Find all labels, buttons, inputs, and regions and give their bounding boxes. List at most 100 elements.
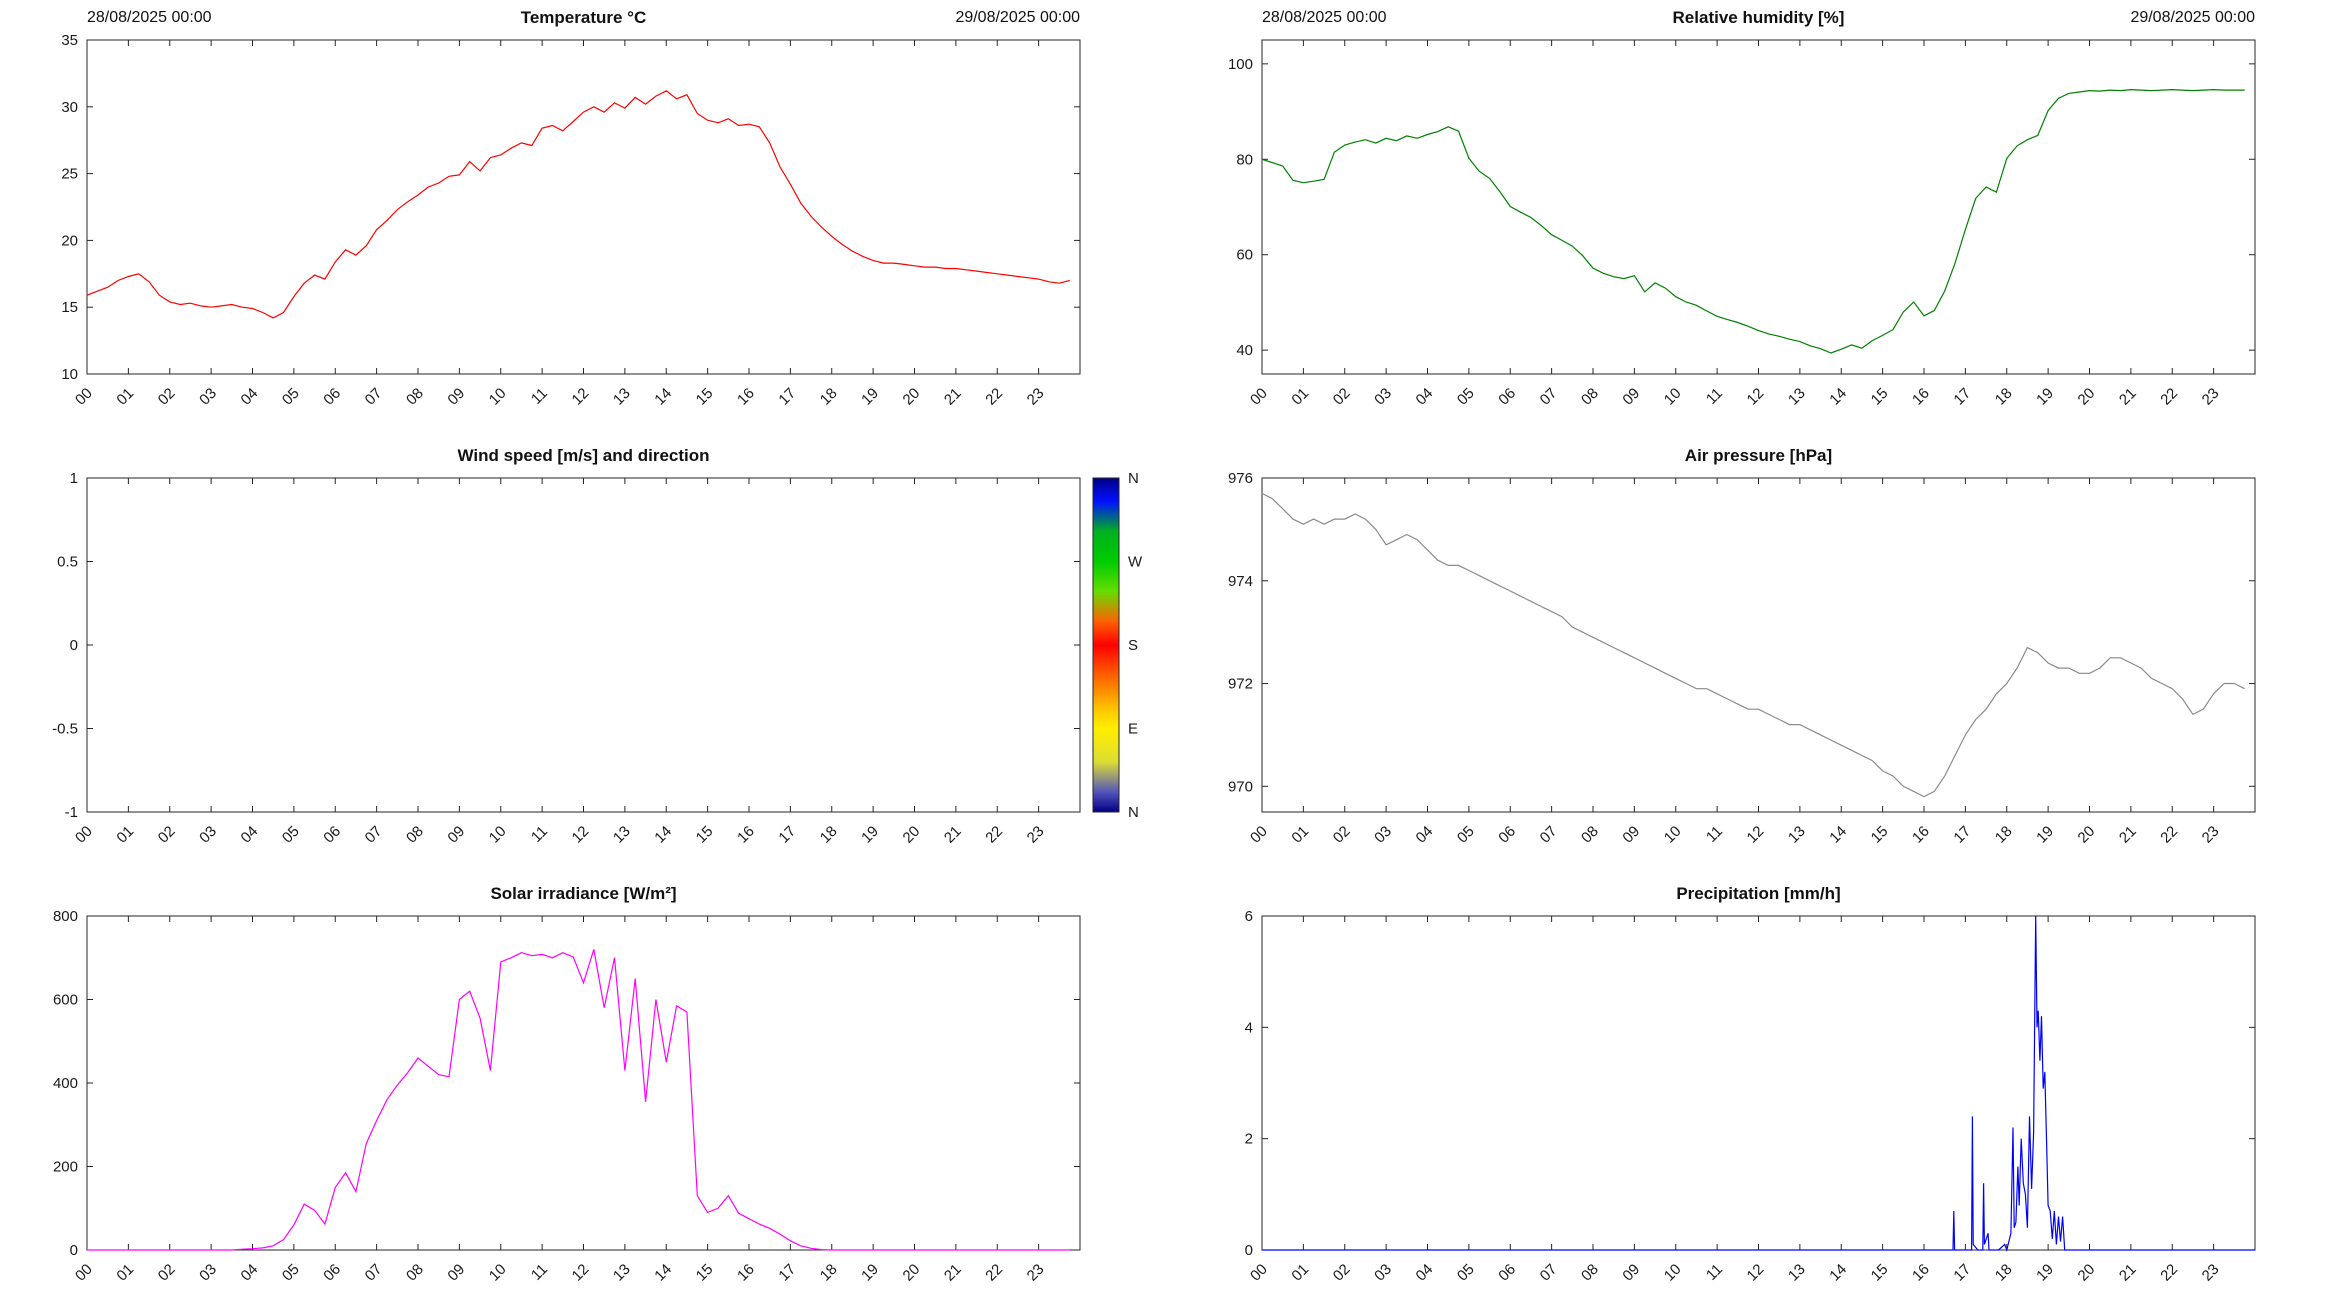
humidity-series-line bbox=[1261, 88, 2245, 354]
svg-text:0: 0 bbox=[70, 637, 78, 654]
temperature-chart-panel: 28/08/2025 00:00 Temperature °C 29/08/20… bbox=[0, 0, 1166, 437]
colorbar-label: E bbox=[1128, 721, 1138, 738]
svg-text:17: 17 bbox=[1950, 385, 1974, 409]
svg-text:00: 00 bbox=[1247, 823, 1271, 847]
svg-text:0: 0 bbox=[70, 1242, 78, 1259]
svg-text:13: 13 bbox=[610, 1261, 634, 1285]
svg-text:17: 17 bbox=[1950, 1261, 1974, 1285]
humidity-chart-title: Relative humidity [%] bbox=[1672, 8, 1845, 27]
svg-text:00: 00 bbox=[72, 1261, 96, 1285]
svg-text:100: 100 bbox=[1228, 56, 1253, 73]
svg-text:06: 06 bbox=[1495, 385, 1519, 409]
svg-text:03: 03 bbox=[1371, 1261, 1395, 1285]
svg-text:800: 800 bbox=[53, 908, 78, 925]
svg-text:05: 05 bbox=[279, 1261, 303, 1285]
svg-text:06: 06 bbox=[1495, 823, 1519, 847]
svg-text:15: 15 bbox=[1868, 1261, 1892, 1285]
svg-text:23: 23 bbox=[2199, 1261, 2223, 1285]
humidity-chart-panel: 28/08/2025 00:00 Relative humidity [%] 2… bbox=[1167, 0, 2333, 437]
svg-text:02: 02 bbox=[155, 1261, 179, 1285]
svg-text:04: 04 bbox=[1413, 823, 1437, 847]
svg-text:14: 14 bbox=[1826, 385, 1850, 409]
svg-text:14: 14 bbox=[1826, 823, 1850, 847]
y-axis-ticks: 0 2 4 6 bbox=[1245, 908, 2255, 1259]
svg-text:01: 01 bbox=[113, 823, 137, 847]
svg-text:06: 06 bbox=[320, 385, 344, 409]
svg-text:974: 974 bbox=[1228, 573, 1253, 590]
svg-text:400: 400 bbox=[53, 1075, 78, 1092]
temperature-chart-title: Temperature °C bbox=[520, 8, 647, 27]
svg-text:10: 10 bbox=[1661, 385, 1685, 409]
svg-text:00: 00 bbox=[1247, 385, 1271, 409]
svg-text:05: 05 bbox=[1454, 1261, 1478, 1285]
svg-text:0: 0 bbox=[1245, 1242, 1253, 1259]
svg-text:00: 00 bbox=[72, 385, 96, 409]
svg-text:10: 10 bbox=[486, 1261, 510, 1285]
svg-text:03: 03 bbox=[1371, 385, 1395, 409]
svg-text:00: 00 bbox=[1247, 1261, 1271, 1285]
x-axis-ticks: 00 01 02 03 04 05 06 07 08 09 10 11 12 13 14 15 16 17 18 19… bbox=[1247, 40, 2222, 409]
svg-text:20: 20 bbox=[900, 823, 924, 847]
temperature-plot: 00 01 02 03 04 05 06 07 08 09 10 11 12 13 14 15 16 17 18 19… bbox=[61, 32, 1081, 409]
colorbar-label: N bbox=[1128, 470, 1139, 487]
y-axis-ticks: 0 200 400 600 800 bbox=[53, 908, 1080, 1259]
svg-text:10: 10 bbox=[486, 385, 510, 409]
svg-text:09: 09 bbox=[444, 385, 468, 409]
end-date-label: 29/08/2025 00:00 bbox=[2130, 9, 2255, 26]
svg-text:4: 4 bbox=[1245, 1019, 1253, 1036]
svg-text:08: 08 bbox=[403, 1261, 427, 1285]
svg-text:19: 19 bbox=[2033, 823, 2057, 847]
svg-text:20: 20 bbox=[2075, 1261, 2099, 1285]
svg-text:16: 16 bbox=[734, 385, 758, 409]
svg-text:09: 09 bbox=[1619, 385, 1643, 409]
svg-text:10: 10 bbox=[486, 823, 510, 847]
svg-text:20: 20 bbox=[900, 385, 924, 409]
svg-text:02: 02 bbox=[155, 823, 179, 847]
svg-text:10: 10 bbox=[1661, 823, 1685, 847]
svg-text:19: 19 bbox=[858, 385, 882, 409]
svg-text:23: 23 bbox=[1024, 385, 1048, 409]
y-axis-ticks: 970 972 974 976 bbox=[1228, 470, 2255, 795]
svg-text:15: 15 bbox=[61, 299, 78, 316]
precipitation-series-line bbox=[1262, 915, 2255, 1253]
precipitation-plot: 00 01 02 03 04 05 06 07 08 09 10 11 12 13 14 15 16 17 18 19… bbox=[1245, 908, 2256, 1285]
svg-text:22: 22 bbox=[982, 823, 1006, 847]
plot-box bbox=[86, 915, 1081, 1251]
colorbar-label: S bbox=[1128, 637, 1138, 654]
svg-text:08: 08 bbox=[403, 823, 427, 847]
humidity-plot: 00 01 02 03 04 05 06 07 08 09 10 11 12 13 14 15 16 17 18 19… bbox=[1228, 39, 2256, 409]
svg-text:16: 16 bbox=[1909, 385, 1933, 409]
y-axis-ticks: -1 -0.5 0 0.5 1 bbox=[52, 470, 1080, 821]
plot-box bbox=[86, 477, 1081, 813]
svg-text:08: 08 bbox=[1578, 823, 1602, 847]
svg-text:35: 35 bbox=[61, 32, 78, 49]
svg-text:16: 16 bbox=[734, 1261, 758, 1285]
svg-text:03: 03 bbox=[196, 385, 220, 409]
wind-chart-title: Wind speed [m/s] and direction bbox=[457, 446, 710, 465]
svg-text:17: 17 bbox=[775, 1261, 799, 1285]
svg-text:16: 16 bbox=[1909, 823, 1933, 847]
svg-text:22: 22 bbox=[982, 385, 1006, 409]
svg-text:07: 07 bbox=[1537, 385, 1561, 409]
svg-text:16: 16 bbox=[1909, 1261, 1933, 1285]
svg-text:07: 07 bbox=[362, 1261, 386, 1285]
svg-text:13: 13 bbox=[1785, 823, 1809, 847]
svg-text:11: 11 bbox=[1703, 385, 1726, 408]
svg-text:05: 05 bbox=[1454, 823, 1478, 847]
svg-text:05: 05 bbox=[279, 385, 303, 409]
svg-text:20: 20 bbox=[61, 232, 78, 249]
svg-text:12: 12 bbox=[569, 823, 593, 847]
svg-text:13: 13 bbox=[610, 385, 634, 409]
svg-text:0.5: 0.5 bbox=[57, 554, 78, 571]
svg-text:01: 01 bbox=[1288, 1261, 1312, 1285]
colorbar-label: N bbox=[1128, 804, 1139, 821]
precipitation-chart-title: Precipitation [mm/h] bbox=[1676, 884, 1841, 903]
svg-text:23: 23 bbox=[1024, 823, 1048, 847]
svg-text:14: 14 bbox=[651, 385, 675, 409]
svg-text:60: 60 bbox=[1236, 247, 1253, 264]
svg-text:18: 18 bbox=[817, 1261, 841, 1285]
svg-text:22: 22 bbox=[2157, 823, 2181, 847]
svg-text:20: 20 bbox=[2075, 385, 2099, 409]
svg-text:03: 03 bbox=[196, 1261, 220, 1285]
